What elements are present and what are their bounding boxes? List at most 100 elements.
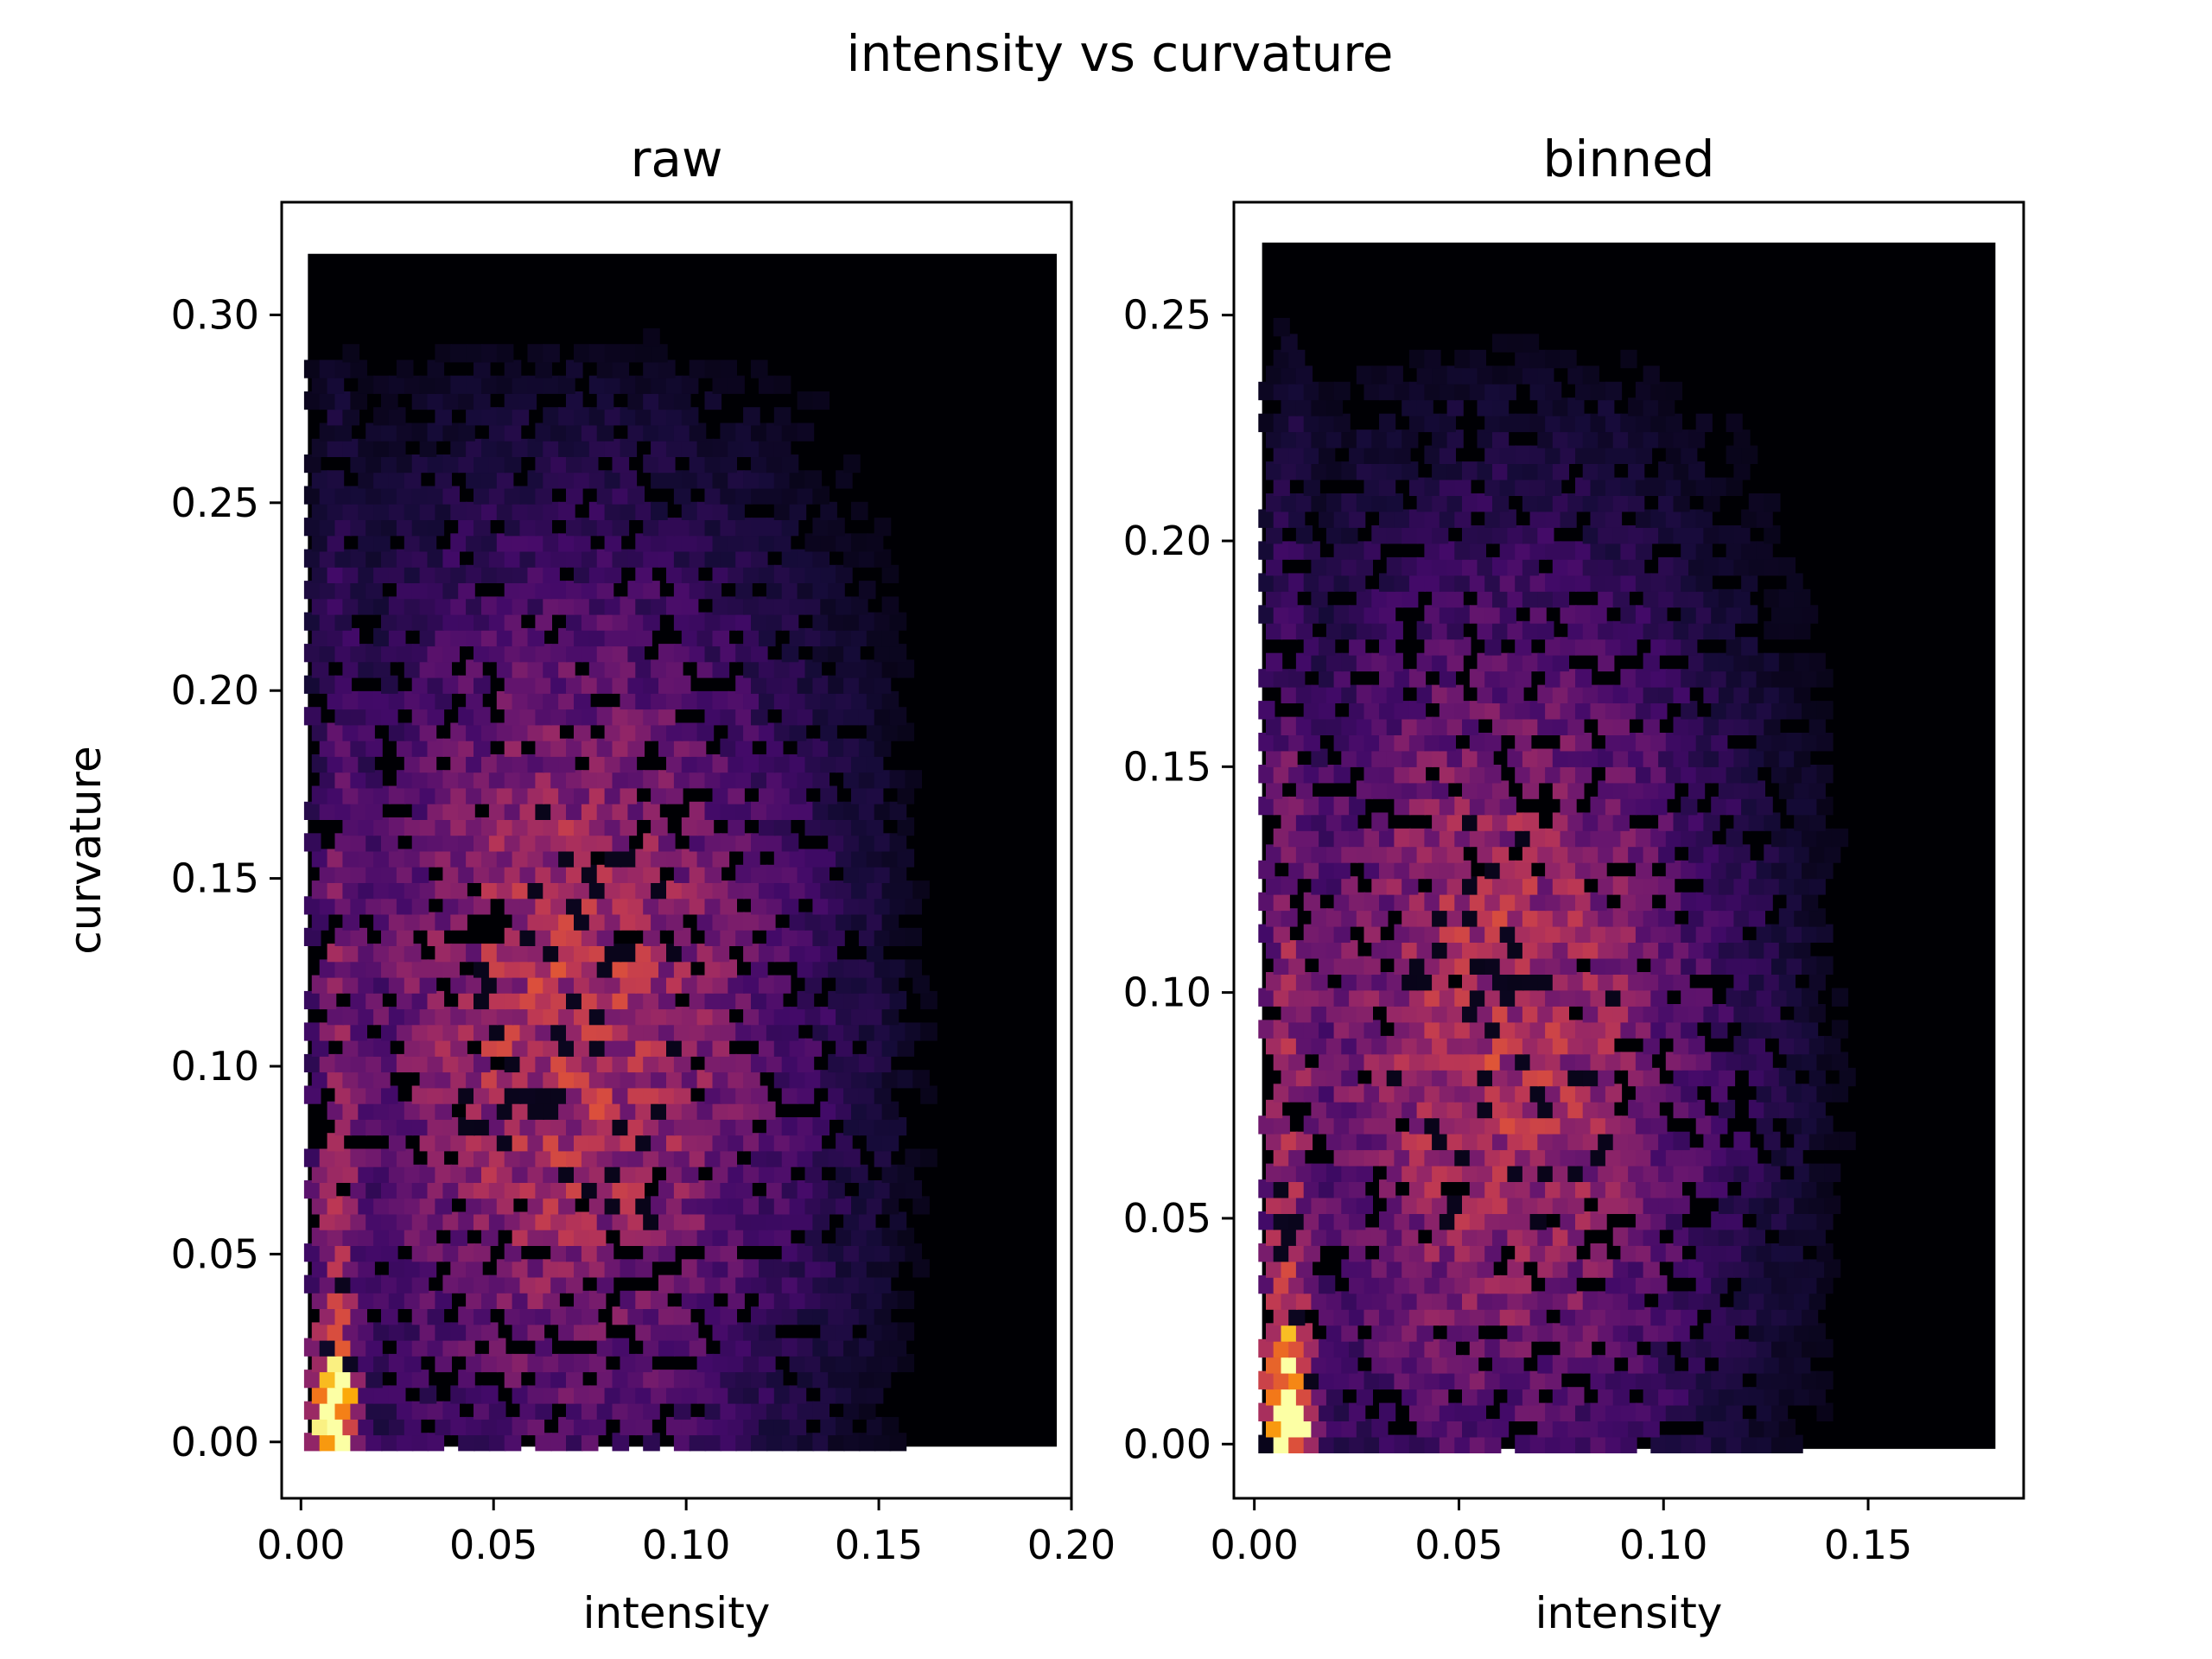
hexbin-cell [373, 1038, 391, 1057]
hexbin-cell [658, 1148, 676, 1167]
hexbin-cell [1499, 1211, 1516, 1230]
hexbin-cell [1484, 1020, 1502, 1039]
hexbin-cell [1484, 669, 1502, 688]
hexbin-cell [504, 1274, 522, 1294]
hexbin-cell [458, 738, 475, 757]
hexbin-cell [812, 738, 830, 757]
hexbin-cell [1469, 1116, 1486, 1135]
hexbin-cell [504, 864, 522, 883]
hexbin-cell [1439, 637, 1456, 656]
hexbin-cell [1311, 1291, 1328, 1310]
hexbin-cell [1643, 1067, 1660, 1087]
hexbin-cell [604, 1133, 622, 1152]
hexbin-cell [1349, 701, 1366, 720]
hexbin-cell [474, 1148, 491, 1167]
hexbin-cell [797, 1243, 815, 1262]
hexbin-cell [781, 1306, 799, 1325]
hexbin-cell [311, 849, 329, 868]
hexbin-cell [535, 1370, 552, 1389]
hexbin-cell [1424, 1243, 1441, 1262]
hexbin-cell [1341, 1259, 1358, 1278]
hexbin-cell [1416, 684, 1433, 703]
hexbin-cell [1681, 765, 1698, 784]
hexbin-cell [743, 1385, 760, 1404]
hexbin-cell [1598, 1035, 1615, 1055]
hexbin-cell [1499, 413, 1516, 433]
hexbin-cell [1446, 620, 1464, 640]
hexbin-cell [535, 1180, 552, 1199]
hexbin-cell [1824, 1035, 1841, 1055]
hexbin-cell [311, 1259, 329, 1278]
hexbin-cell [1446, 1195, 1464, 1214]
hexbin-cell [1469, 1211, 1486, 1230]
hexbin-cell [365, 423, 383, 442]
hexbin-cell [620, 627, 638, 647]
hexbin-cell [643, 1117, 660, 1136]
hexbin-cell [1658, 1163, 1675, 1182]
hexbin-cell [1462, 876, 1479, 895]
hexbin-cell [1402, 748, 1419, 767]
hexbin-cell [427, 1243, 445, 1262]
hexbin-cell [651, 1070, 668, 1089]
hexbin-cell [1394, 796, 1411, 816]
hexbin-cell [1537, 1227, 1554, 1246]
hexbin-cell [1560, 733, 1577, 752]
hexbin-cell [696, 690, 715, 710]
hexbin-cell [651, 501, 668, 520]
hexbin-cell [889, 1117, 907, 1136]
hexbin-cell [1756, 1084, 1773, 1103]
hexbin-cell [427, 1401, 445, 1420]
hexbin-cell [1567, 1419, 1585, 1438]
hexbin-cell [512, 1259, 530, 1278]
hexbin-cell [1537, 1004, 1554, 1023]
hexbin-cell [1545, 1116, 1562, 1135]
hexbin-cell [643, 927, 660, 946]
hexbin-cell [1303, 445, 1320, 464]
hexbin-cell [635, 1038, 652, 1057]
hexbin-cell [303, 1338, 321, 1357]
hexbin-cell [1462, 525, 1479, 544]
hexbin-cell [1771, 1084, 1789, 1103]
hexbin-cell [1748, 1067, 1765, 1087]
hexbin-cell [588, 817, 607, 836]
hexbin-cell [759, 1290, 776, 1309]
y-tick-label: 0.10 [171, 1043, 259, 1090]
hexbin-cell [1612, 684, 1630, 703]
hexbin-cell [566, 896, 583, 915]
hexbin-cell [712, 501, 730, 520]
hexbin-cell [1477, 684, 1494, 703]
hexbin-cell [1356, 620, 1373, 640]
hexbin-cell [820, 1416, 837, 1436]
hexbin-cell [550, 1306, 568, 1325]
hexbin-cell [1432, 429, 1449, 448]
hexbin-cell [836, 627, 853, 647]
hexbin-cell [766, 1022, 784, 1041]
hexbin-cell [866, 627, 884, 647]
hexbin-cell [1273, 765, 1290, 784]
hexbin-cell [365, 1243, 383, 1262]
hexbin-cell [350, 1433, 367, 1452]
hexbin-cell [1515, 1243, 1532, 1262]
hexbin-cell [481, 817, 499, 836]
hexbin-cell [696, 1101, 715, 1120]
hexbin-cell [1484, 765, 1502, 784]
hexbin-cell [334, 391, 353, 410]
hexbin-cell [704, 959, 722, 978]
hexbin-cell [627, 1180, 645, 1199]
hexbin-cell [427, 1117, 445, 1136]
hexbin-cell [604, 849, 622, 868]
hexbin-cell [358, 1227, 375, 1246]
hexbin-cell [866, 1385, 884, 1404]
hexbin-cell [843, 1433, 861, 1452]
hexbin-cell [1424, 349, 1441, 369]
hexbin-cell [342, 722, 359, 741]
hexbin-cell [1408, 1211, 1427, 1230]
hexbin-cell [1402, 429, 1419, 448]
hexbin-cell [1537, 972, 1554, 991]
hexbin-cell [419, 596, 437, 615]
hexbin-cell [1416, 1419, 1433, 1438]
hexbin-cell [751, 1211, 768, 1230]
hexbin-cell [666, 659, 683, 678]
hexbin-cell [1560, 1338, 1577, 1358]
hexbin-cell [466, 438, 483, 457]
